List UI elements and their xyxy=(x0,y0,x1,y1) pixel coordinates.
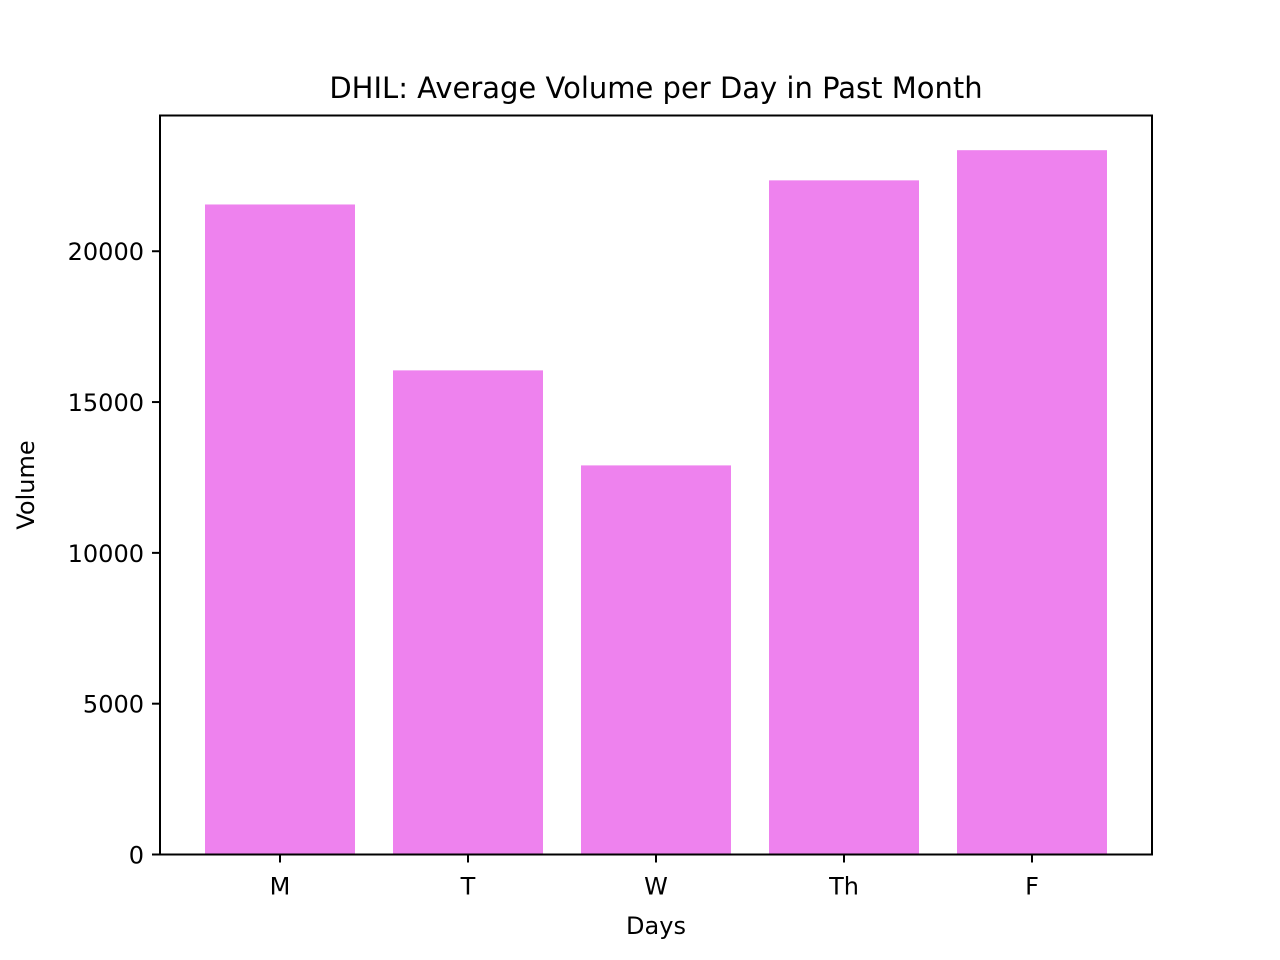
y-tick-label: 10000 xyxy=(68,540,144,568)
bar-th xyxy=(769,180,919,855)
y-tick-label: 20000 xyxy=(68,238,144,266)
plot-frame xyxy=(159,114,1153,856)
bars-group xyxy=(205,150,1107,855)
bar-w xyxy=(581,465,731,855)
y-axis-label: Volume xyxy=(12,440,40,529)
y-tick-label: 0 xyxy=(129,842,144,870)
x-tick-label: T xyxy=(460,873,476,901)
x-axis-ticks: M T W Th F xyxy=(270,854,1039,901)
x-tick-label: Th xyxy=(828,873,859,901)
x-tick-label: M xyxy=(270,873,291,901)
bar-m xyxy=(205,204,355,855)
bar-t xyxy=(393,370,543,855)
bar-f xyxy=(957,150,1107,855)
y-tick-label: 5000 xyxy=(83,691,144,719)
y-axis-ticks: 0 5000 10000 15000 20000 xyxy=(68,238,160,870)
x-tick-label: F xyxy=(1025,873,1039,901)
chart-title: DHIL: Average Volume per Day in Past Mon… xyxy=(329,71,982,105)
y-tick-label: 15000 xyxy=(68,389,144,417)
x-tick-label: W xyxy=(644,873,668,901)
x-axis-label: Days xyxy=(626,912,686,940)
